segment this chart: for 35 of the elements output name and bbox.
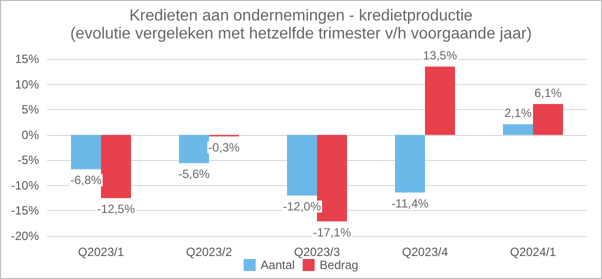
x-tick-label: Q2023/3 [294,245,340,259]
data-label: -0,3% [208,140,240,154]
legend-label: Aantal [260,258,295,272]
bar [395,134,425,193]
data-label: -17,1% [312,225,352,240]
y-tick-label: -15% [10,204,40,218]
y-tick-label: 15% [14,52,40,66]
y-tick-label: 10% [14,77,40,92]
bar [101,134,131,198]
y-tick-label: 5% [22,102,40,117]
bar [71,134,101,170]
x-tick-label: Q2023/4 [402,245,448,259]
y-tick-label: -5% [18,153,40,168]
data-label: -12,0% [282,200,322,214]
data-label: 2,1% [504,106,532,120]
bar [179,134,209,164]
chart-title: Kredieten aan ondernemingen - kredietproductie [129,8,473,24]
data-label: -11,4% [391,196,429,211]
legend-label: Bedrag [320,258,358,272]
data-label: 13,5% [422,48,458,63]
y-tick-label: -20% [10,229,40,243]
bar [287,134,317,196]
data-label: -12,5% [96,202,136,216]
x-tick-label: Q2023/2 [186,245,232,259]
data-label: -5,6% [178,167,210,182]
x-tick-label: Q2023/1 [78,245,124,259]
chart-subtitle: (evolutie vergeleken met hetzelfde trimester v/h voorgaande jaar) [70,26,532,42]
bar [503,124,533,135]
bar [425,66,455,135]
y-tick-label: 0% [22,128,40,142]
data-label: -6,8% [70,173,102,188]
x-tick-label: Q2024/1 [510,245,556,259]
bar [533,104,563,135]
data-label: 6,1% [534,86,562,100]
y-tick-label: -10% [10,178,40,192]
